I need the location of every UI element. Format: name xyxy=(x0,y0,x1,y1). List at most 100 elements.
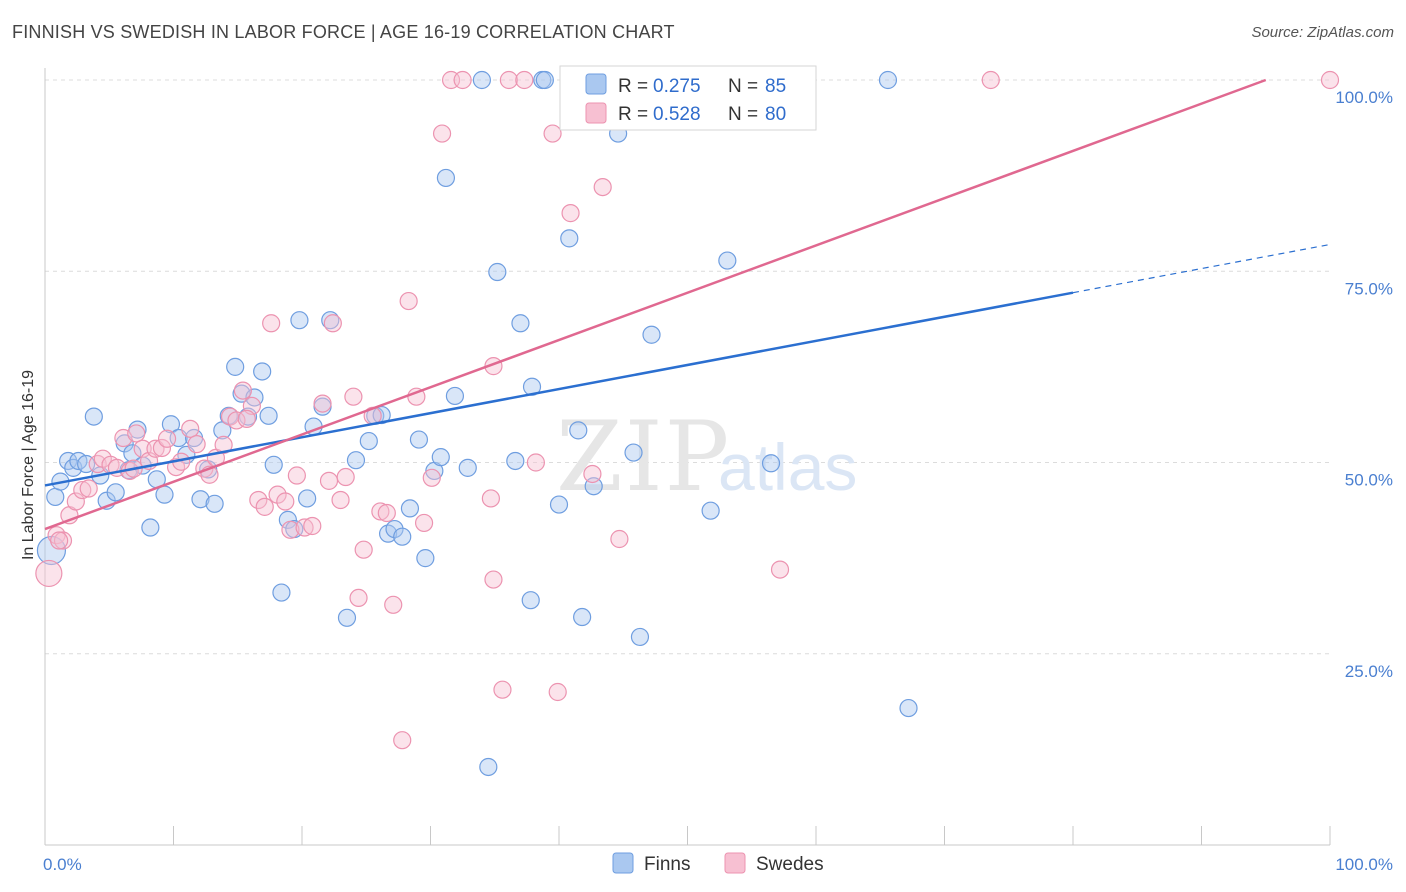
swedes-point xyxy=(499,70,518,90)
finns-point xyxy=(253,362,272,381)
legend-r-value-swedes: 0.528 xyxy=(653,104,701,125)
swedes-point xyxy=(422,468,441,487)
swedes-point xyxy=(181,419,200,438)
swedes-point xyxy=(561,204,580,223)
finns-point xyxy=(264,455,283,474)
finns-point xyxy=(385,519,404,539)
watermark: ZIP atlas xyxy=(556,401,857,513)
finns-point xyxy=(569,421,588,440)
swedes-point xyxy=(262,314,281,333)
finns-point xyxy=(298,489,317,508)
swedes-point xyxy=(276,492,295,511)
x-tick-label-left: 0.0% xyxy=(43,855,82,874)
swedes-point xyxy=(414,513,434,533)
swedes-point xyxy=(336,467,355,487)
legend-r-label-finns: R = xyxy=(618,76,648,97)
finns-point xyxy=(141,518,160,537)
finns-trend-line xyxy=(44,291,1074,487)
legend-n-value-finns: 85 xyxy=(765,76,786,97)
finns-points xyxy=(36,70,918,777)
y-tick-label-25: 25.0% xyxy=(1345,662,1393,681)
swedes-point xyxy=(543,124,562,143)
swedes-point xyxy=(319,471,339,490)
swedes-point xyxy=(349,588,368,608)
watermark-zip: ZIP xyxy=(556,401,731,513)
swedes-point xyxy=(313,394,332,413)
finns-point xyxy=(226,357,245,376)
finns-point xyxy=(46,487,65,507)
swedes-point xyxy=(432,124,452,143)
finns-point xyxy=(416,549,435,568)
swedes-point xyxy=(384,595,403,614)
finns-point xyxy=(573,607,592,627)
finns-point xyxy=(488,262,507,282)
bottom-legend-swedes: Swedes xyxy=(756,854,824,875)
finns-point xyxy=(701,501,720,520)
swedes-point xyxy=(268,485,287,504)
finns-point xyxy=(436,168,456,188)
swedes-points xyxy=(35,70,1340,750)
finns-point xyxy=(521,591,540,610)
swedes-point xyxy=(187,435,206,454)
finns-point xyxy=(899,698,918,718)
swedes-point xyxy=(214,435,233,455)
swedes-point xyxy=(484,570,503,589)
source-credit: Source: ZipAtlas.com xyxy=(1251,24,1394,41)
legend-swatch-finns xyxy=(585,73,607,95)
finns-point xyxy=(84,407,103,426)
bottom-legend-swatch-swedes xyxy=(724,852,746,874)
finns-point xyxy=(346,451,366,470)
finns-point xyxy=(290,311,309,330)
swedes-point xyxy=(88,454,107,474)
swedes-point xyxy=(281,520,300,539)
tick-labels: 25.0% 50.0% 75.0% 100.0% 0.0% 100.0% xyxy=(43,88,1393,874)
legend-n-value-swedes: 80 xyxy=(765,104,786,125)
finns-trend-extension xyxy=(1072,243,1331,294)
swedes-point xyxy=(255,497,274,516)
swedes-point xyxy=(548,682,567,702)
finns-point xyxy=(400,499,420,518)
finns-point xyxy=(191,490,210,509)
swedes-point xyxy=(127,424,146,443)
swedes-point xyxy=(344,387,363,406)
finns-point xyxy=(272,583,291,602)
legend-r-label-swedes: R = xyxy=(618,104,648,125)
bottom-legend-finns: Finns xyxy=(644,854,690,875)
swedes-point xyxy=(295,518,314,537)
y-tick-label-50: 50.0% xyxy=(1345,471,1393,490)
swedes-point xyxy=(515,70,534,90)
swedes-point xyxy=(371,502,390,521)
swedes-point xyxy=(287,466,306,485)
trend-lines xyxy=(44,78,1331,531)
swedes-point xyxy=(399,291,418,311)
swedes-point xyxy=(50,531,69,550)
swedes-point xyxy=(393,731,412,750)
finns-point xyxy=(630,627,650,647)
finns-point xyxy=(511,314,530,333)
finns-point xyxy=(106,483,125,502)
finns-point xyxy=(123,444,142,463)
swedes-point xyxy=(53,531,73,550)
swedes-point xyxy=(981,70,1000,90)
legend-n-label-finns: N = xyxy=(728,76,758,97)
finns-point xyxy=(535,70,554,90)
swedes-point xyxy=(73,480,92,500)
y-axis-label: In Labor Force | Age 16-19 xyxy=(20,370,37,560)
chart-title: FINNISH VS SWEDISH IN LABOR FORCE | AGE … xyxy=(12,22,675,42)
swedes-point xyxy=(331,490,350,510)
swedes-point xyxy=(323,314,342,333)
swedes-point xyxy=(152,438,172,458)
finns-point xyxy=(431,448,450,467)
finns-point xyxy=(359,431,378,451)
y-tick-label-100: 100.0% xyxy=(1335,88,1393,107)
legend-n-label-swedes: N = xyxy=(728,104,758,125)
swedes-point xyxy=(453,70,472,90)
swedes-point xyxy=(249,490,268,510)
swedes-trend-line xyxy=(44,78,1267,531)
legend: R = 0.275 N = 85 R = 0.528 N = 80 xyxy=(559,65,817,131)
legend-swatch-swedes xyxy=(585,102,607,124)
finns-point xyxy=(337,608,357,627)
finns-point xyxy=(560,229,579,248)
finns-point xyxy=(549,495,569,514)
